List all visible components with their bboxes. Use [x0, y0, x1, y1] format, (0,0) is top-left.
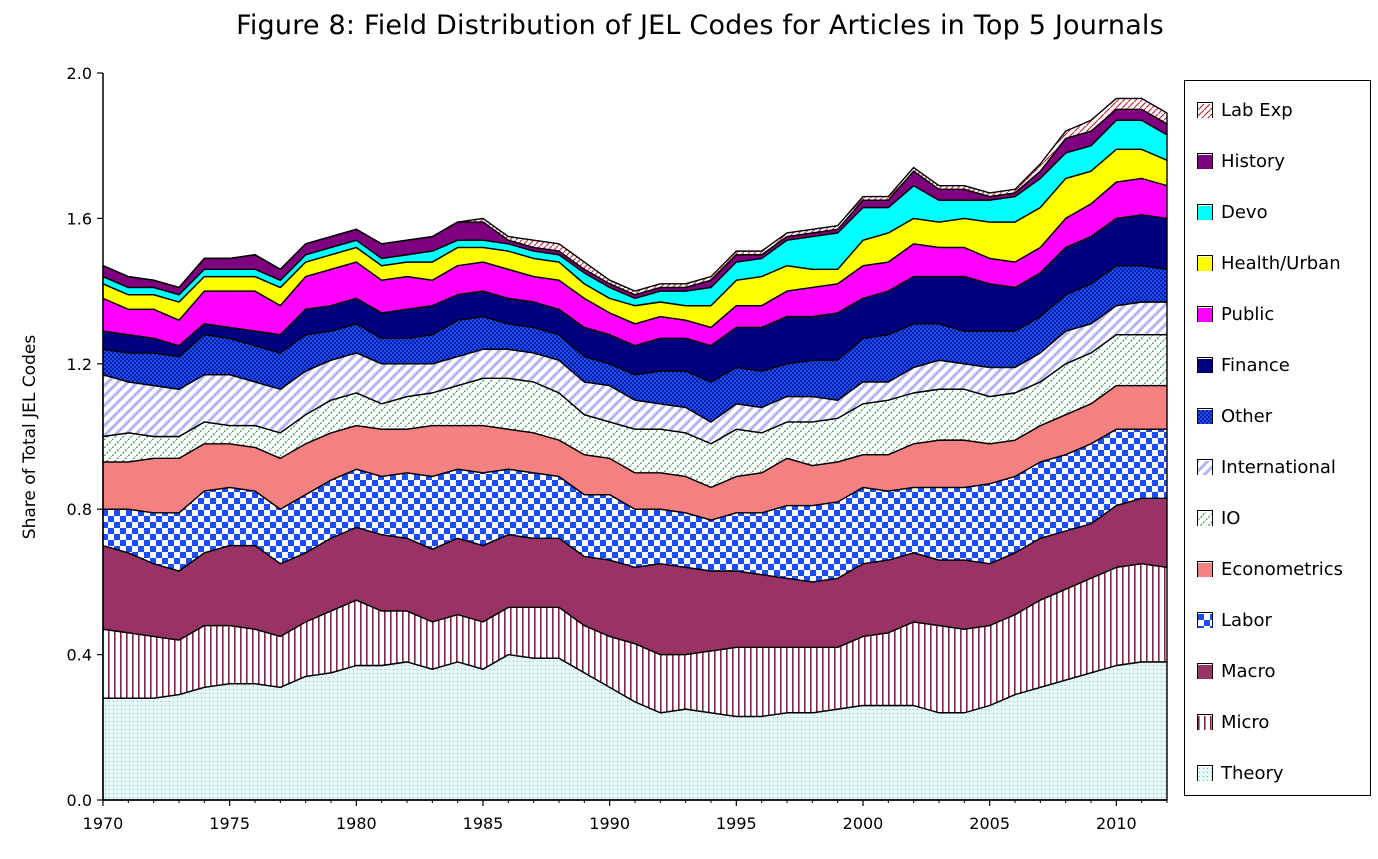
legend-item-public: Public: [1197, 302, 1274, 326]
legend-label-finance: Finance: [1221, 354, 1290, 376]
legend-label-international: International: [1221, 456, 1336, 478]
x-tick-label: 1975: [209, 814, 250, 833]
legend-label-labor: Labor: [1221, 609, 1272, 631]
legend-item-other: Other: [1197, 404, 1272, 428]
legend-swatch-health-urban: [1197, 255, 1213, 271]
legend-swatch-labor: [1197, 612, 1213, 628]
legend-label-health-urban: Health/Urban: [1221, 252, 1341, 274]
x-tick-label: 1985: [463, 814, 504, 833]
areas-layer: [102, 97, 1168, 801]
y-tick-label: 0.4: [67, 646, 92, 665]
y-tick-label: 1.2: [67, 355, 92, 374]
legend-swatch-econometrics: [1197, 561, 1213, 577]
legend-swatch-other: [1197, 408, 1213, 424]
x-tick-label: 1990: [589, 814, 630, 833]
chart-title: Figure 8: Field Distribution of JEL Code…: [236, 10, 1164, 41]
legend-item-io: IO: [1197, 506, 1240, 530]
legend-label-macro: Macro: [1221, 660, 1276, 682]
legend-item-macro: Macro: [1197, 659, 1275, 683]
legend-label-theory: Theory: [1221, 762, 1284, 784]
y-tick-label: 2.0: [67, 64, 92, 83]
y-tick-label: 0.0: [67, 791, 92, 810]
legend-item-international: International: [1197, 455, 1336, 479]
legend-label-history: History: [1221, 150, 1286, 172]
x-tick-label: 1970: [83, 814, 124, 833]
legend-swatch-theory: [1197, 765, 1213, 781]
legend-item-micro: Micro: [1197, 710, 1269, 734]
legend-item-devo: Devo: [1197, 200, 1268, 224]
legend-swatch-international: [1197, 459, 1213, 475]
legend-label-micro: Micro: [1221, 711, 1270, 733]
legend-swatch-history: [1197, 153, 1213, 169]
legend-item-theory: Theory: [1197, 761, 1284, 785]
x-tick-label: 2005: [969, 814, 1010, 833]
area-lab-exp: [102, 97, 1168, 296]
x-tick-label: 2000: [843, 814, 884, 833]
legend-swatch-public: [1197, 306, 1213, 322]
ticks-layer: 0.0 0.4 0.8 1.2 1.6 2.0 1970 1975 1980 1985 1990 19…: [67, 64, 1168, 833]
legend-label-io: IO: [1221, 507, 1241, 529]
legend-item-history: History: [1197, 149, 1285, 173]
legend-swatch-devo: [1197, 204, 1213, 220]
legend-item-econometrics: Econometrics: [1197, 557, 1343, 581]
legend-swatch-io: [1197, 510, 1213, 526]
legend-item-health-urban: Health/Urban: [1197, 251, 1341, 275]
legend-label-devo: Devo: [1221, 201, 1268, 223]
legend-swatch-lab-exp: [1197, 102, 1213, 118]
legend-item-lab-exp: Lab Exp: [1197, 98, 1293, 122]
legend-label-lab-exp: Lab Exp: [1221, 99, 1293, 121]
y-tick-label: 1.6: [67, 209, 92, 228]
legend: Lab Exp History Devo Health/Urban Public…: [1184, 80, 1371, 796]
legend-swatch-macro: [1197, 663, 1213, 679]
legend-swatch-micro: [1197, 714, 1213, 730]
legend-item-finance: Finance: [1197, 353, 1290, 377]
x-tick-label: 1980: [336, 814, 377, 833]
y-tick-label: 0.8: [67, 500, 92, 519]
x-tick-label: 1995: [716, 814, 757, 833]
legend-label-econometrics: Econometrics: [1221, 558, 1344, 580]
legend-item-labor: Labor: [1197, 608, 1272, 632]
legend-swatch-finance: [1197, 357, 1213, 373]
x-tick-label: 2010: [1096, 814, 1137, 833]
legend-label-other: Other: [1221, 405, 1273, 427]
legend-label-public: Public: [1221, 303, 1275, 325]
